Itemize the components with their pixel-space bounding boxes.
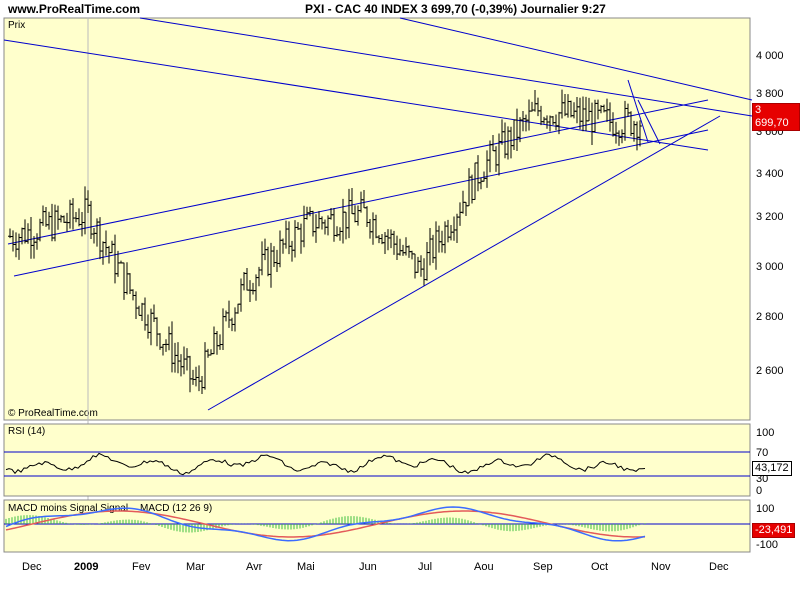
x-tick: Nov bbox=[651, 561, 671, 573]
trend-line-descending bbox=[3, 39, 709, 151]
y-tick: 3 200 bbox=[756, 211, 784, 223]
macd-y-tick: 100 bbox=[756, 503, 774, 515]
x-tick: Mai bbox=[297, 561, 315, 573]
x-tick: Sep bbox=[533, 561, 553, 573]
price-bar bbox=[638, 120, 642, 147]
rsi-y-tick: 0 bbox=[756, 485, 762, 497]
x-tick: Oct bbox=[591, 561, 608, 573]
x-tick: Avr bbox=[246, 561, 263, 573]
y-tick: 3 000 bbox=[756, 261, 784, 273]
y-tick: 2 800 bbox=[756, 311, 784, 323]
price-series bbox=[8, 89, 642, 394]
trend-line-short-1 bbox=[627, 79, 649, 143]
watermark: © ProRealTime.com bbox=[8, 408, 98, 419]
y-tick: 3 400 bbox=[756, 168, 784, 180]
x-tick: Jul bbox=[418, 561, 432, 573]
signal-line bbox=[5, 510, 645, 538]
rsi-y-tick: 100 bbox=[756, 427, 774, 439]
trend-line-channel bbox=[399, 17, 753, 101]
x-tick: Dec bbox=[709, 561, 729, 573]
trend-lines bbox=[3, 17, 753, 411]
macd-line bbox=[5, 506, 646, 542]
x-tick: 2009 bbox=[74, 561, 98, 573]
site-url[interactable]: www.ProRealTime.com bbox=[8, 2, 141, 16]
x-tick: Mar bbox=[186, 561, 205, 573]
rsi-line bbox=[5, 452, 646, 476]
macd-label-macd: MACD (12 26 9) bbox=[140, 503, 212, 514]
rsi-y-tick: 70 bbox=[756, 447, 768, 459]
trend-line-short-2 bbox=[637, 99, 661, 145]
trend-line-rising-1 bbox=[7, 99, 709, 245]
price-value-tag: 3 699,70 bbox=[752, 103, 800, 131]
rsi-y-tick: 30 bbox=[756, 473, 768, 485]
y-tick: 4 000 bbox=[756, 50, 784, 62]
rsi-value-tag: 43,172 bbox=[752, 461, 792, 476]
x-tick: Aou bbox=[474, 561, 494, 573]
chart-header: www.ProRealTime.com PXI - CAC 40 INDEX 3… bbox=[0, 0, 800, 18]
rsi-label: RSI (14) bbox=[8, 426, 45, 437]
rsi-panel bbox=[3, 423, 751, 497]
price-label: Prix bbox=[8, 20, 25, 31]
x-tick: Dec bbox=[22, 561, 42, 573]
x-axis: Dec 2009 Fev Mar Avr Mai Jun Jul Aou Sep… bbox=[22, 561, 729, 573]
trend-line-upper bbox=[139, 17, 753, 117]
price-panel bbox=[3, 17, 751, 421]
y-tick: 3 800 bbox=[756, 88, 784, 100]
macd-y-tick: -100 bbox=[756, 539, 778, 551]
chart-title: PXI - CAC 40 INDEX 3 699,70 (-0,39%) Jou… bbox=[305, 2, 606, 16]
macd-label-signal: MACD moins Signal Signal bbox=[8, 503, 128, 514]
trend-line-support bbox=[207, 115, 721, 411]
price-y-axis: 4 000 3 800 3 600 3 400 3 200 3 000 2 80… bbox=[756, 50, 784, 377]
y-tick: 2 600 bbox=[756, 365, 784, 377]
x-tick: Jun bbox=[359, 561, 377, 573]
macd-value-tag: -23,491 bbox=[752, 523, 796, 538]
x-tick: Fev bbox=[132, 561, 151, 573]
